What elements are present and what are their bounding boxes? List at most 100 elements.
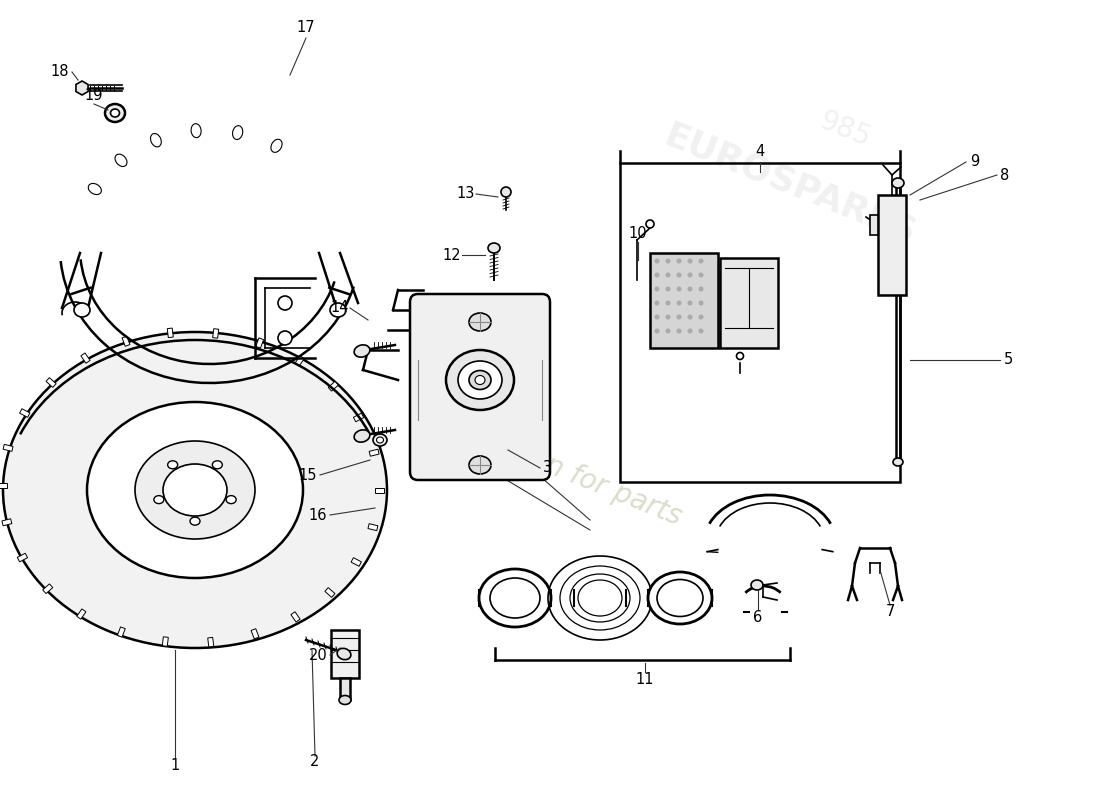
Ellipse shape bbox=[676, 258, 682, 263]
Bar bbox=[650, 253, 718, 348]
Ellipse shape bbox=[488, 243, 501, 253]
Ellipse shape bbox=[751, 580, 763, 590]
Bar bbox=[370, 450, 379, 456]
Text: 4: 4 bbox=[756, 145, 764, 159]
Bar bbox=[353, 413, 364, 422]
Ellipse shape bbox=[232, 126, 243, 139]
Text: a passion for parts: a passion for parts bbox=[434, 409, 685, 531]
Bar bbox=[351, 558, 362, 566]
Ellipse shape bbox=[154, 496, 164, 504]
Bar bbox=[167, 328, 174, 338]
Bar bbox=[620, 163, 900, 482]
Text: 9: 9 bbox=[970, 154, 980, 170]
Ellipse shape bbox=[190, 517, 200, 525]
Ellipse shape bbox=[446, 350, 514, 410]
Ellipse shape bbox=[666, 273, 671, 278]
Bar bbox=[870, 215, 878, 235]
Ellipse shape bbox=[87, 402, 302, 578]
Ellipse shape bbox=[278, 296, 292, 310]
Ellipse shape bbox=[354, 430, 370, 442]
Ellipse shape bbox=[3, 332, 387, 648]
Ellipse shape bbox=[212, 461, 222, 469]
Ellipse shape bbox=[654, 273, 660, 278]
Bar bbox=[324, 588, 336, 598]
Ellipse shape bbox=[657, 579, 703, 617]
Ellipse shape bbox=[666, 329, 671, 334]
Bar bbox=[255, 338, 264, 348]
Text: 12: 12 bbox=[442, 247, 461, 262]
Ellipse shape bbox=[698, 286, 704, 291]
Ellipse shape bbox=[135, 441, 255, 539]
Bar bbox=[208, 638, 213, 647]
Ellipse shape bbox=[339, 695, 351, 705]
Ellipse shape bbox=[469, 313, 491, 331]
Ellipse shape bbox=[676, 286, 682, 291]
Text: 3: 3 bbox=[543, 461, 552, 475]
Text: 16: 16 bbox=[309, 507, 328, 522]
Ellipse shape bbox=[666, 314, 671, 319]
Ellipse shape bbox=[698, 329, 704, 334]
Ellipse shape bbox=[698, 273, 704, 278]
Text: 10: 10 bbox=[629, 226, 647, 242]
Bar bbox=[374, 487, 384, 493]
Ellipse shape bbox=[88, 183, 101, 194]
Text: 20: 20 bbox=[309, 647, 328, 662]
Bar bbox=[77, 609, 86, 619]
Bar bbox=[251, 629, 258, 639]
Ellipse shape bbox=[676, 273, 682, 278]
Ellipse shape bbox=[337, 648, 351, 660]
Bar bbox=[81, 353, 90, 363]
Text: 6: 6 bbox=[754, 610, 762, 626]
Ellipse shape bbox=[654, 258, 660, 263]
Ellipse shape bbox=[688, 273, 693, 278]
Ellipse shape bbox=[666, 258, 671, 263]
Bar bbox=[212, 329, 219, 338]
Text: 1: 1 bbox=[170, 758, 179, 773]
Bar bbox=[720, 258, 778, 348]
Bar bbox=[43, 584, 53, 594]
Bar bbox=[46, 378, 56, 387]
Ellipse shape bbox=[500, 187, 512, 197]
Bar bbox=[340, 678, 350, 700]
Ellipse shape bbox=[676, 329, 682, 334]
Ellipse shape bbox=[151, 134, 162, 147]
Bar bbox=[3, 444, 13, 451]
Ellipse shape bbox=[167, 461, 178, 469]
Ellipse shape bbox=[74, 303, 90, 317]
Bar bbox=[878, 195, 906, 295]
Text: 5: 5 bbox=[1003, 353, 1013, 367]
Ellipse shape bbox=[654, 301, 660, 306]
Bar bbox=[368, 524, 378, 530]
Ellipse shape bbox=[469, 456, 491, 474]
Bar bbox=[295, 356, 305, 366]
Bar bbox=[331, 630, 359, 678]
Ellipse shape bbox=[116, 154, 127, 166]
Text: 2: 2 bbox=[310, 754, 320, 770]
Ellipse shape bbox=[688, 329, 693, 334]
Text: 7: 7 bbox=[886, 605, 894, 619]
Ellipse shape bbox=[110, 109, 120, 117]
Bar bbox=[290, 612, 300, 622]
Ellipse shape bbox=[688, 301, 693, 306]
Bar bbox=[118, 627, 125, 637]
Text: EUROSPARES: EUROSPARES bbox=[659, 119, 921, 251]
Bar bbox=[122, 336, 130, 346]
Ellipse shape bbox=[373, 434, 387, 446]
Bar bbox=[163, 637, 168, 646]
Ellipse shape bbox=[892, 178, 904, 188]
Ellipse shape bbox=[654, 314, 660, 319]
Ellipse shape bbox=[330, 303, 346, 317]
Ellipse shape bbox=[698, 258, 704, 263]
Ellipse shape bbox=[688, 258, 693, 263]
Text: 8: 8 bbox=[1000, 167, 1010, 182]
Ellipse shape bbox=[654, 329, 660, 334]
Ellipse shape bbox=[271, 139, 282, 152]
Ellipse shape bbox=[227, 496, 236, 504]
Ellipse shape bbox=[646, 220, 654, 228]
Bar bbox=[20, 409, 30, 418]
Ellipse shape bbox=[698, 301, 704, 306]
Text: 17: 17 bbox=[297, 21, 316, 35]
Ellipse shape bbox=[458, 361, 502, 399]
Ellipse shape bbox=[191, 124, 201, 138]
Text: 11: 11 bbox=[636, 673, 654, 687]
